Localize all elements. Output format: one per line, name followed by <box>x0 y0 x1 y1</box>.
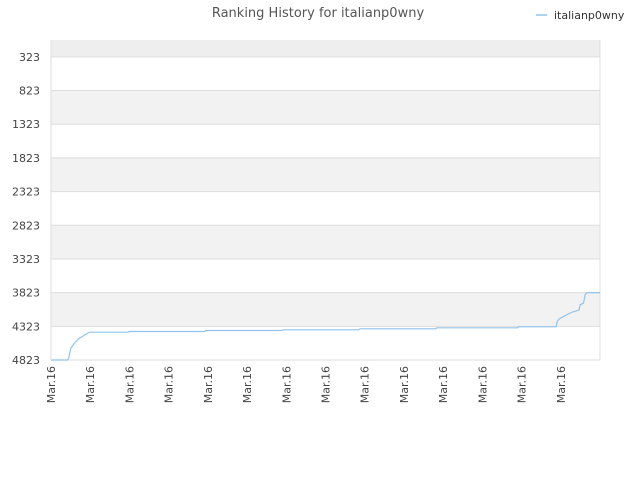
plot-band <box>51 124 600 158</box>
plot-band <box>51 90 600 125</box>
legend: italianp0wny <box>536 9 625 22</box>
y-axis: 323 823 1323 1823 2323 2823 3323 3823 4323 4823 <box>12 51 40 367</box>
y-tick-label: 4823 <box>12 354 40 367</box>
y-tick-label: 3323 <box>12 253 40 266</box>
plot-band <box>51 157 600 192</box>
plot-band <box>51 40 600 57</box>
plot-background <box>51 40 600 360</box>
x-tick-label: Mar.16 <box>516 366 529 403</box>
y-tick-label: 1823 <box>12 152 40 165</box>
series-line <box>51 292 601 361</box>
x-tick-label: Mar.16 <box>123 366 136 403</box>
x-tick-label: Mar.16 <box>202 366 215 403</box>
gridlines <box>51 40 601 361</box>
legend-label: italianp0wny <box>554 9 625 22</box>
plot-band <box>51 258 600 293</box>
y-tick-label: 823 <box>19 85 40 98</box>
chart-title: Ranking History for italianp0wny <box>212 6 425 21</box>
plot-band <box>51 191 600 226</box>
y-tick-label: 1323 <box>12 118 40 131</box>
plot-band <box>51 292 600 327</box>
plot-band <box>51 56 600 91</box>
x-tick-label: Mar.16 <box>555 366 568 403</box>
x-tick-label: Mar.16 <box>163 366 176 403</box>
x-tick-label: Mar.16 <box>398 366 411 403</box>
x-tick-label: Mar.16 <box>359 366 372 403</box>
x-tick-label: Mar.16 <box>45 366 58 403</box>
x-tick-label: Mar.16 <box>84 366 97 403</box>
x-tick-label: Mar.16 <box>241 366 254 403</box>
y-tick-label: 323 <box>19 51 40 64</box>
x-tick-label: Mar.16 <box>437 366 450 403</box>
y-tick-label: 4323 <box>12 320 40 333</box>
x-tick-label: Mar.16 <box>320 366 333 403</box>
y-tick-label: 2323 <box>12 186 40 199</box>
plot-band <box>51 225 600 259</box>
x-tick-label: Mar.16 <box>280 366 293 403</box>
y-tick-label: 3823 <box>12 287 40 300</box>
x-tick-label: Mar.16 <box>476 366 489 403</box>
y-tick-label: 2823 <box>12 219 40 232</box>
x-axis: Mar.16 Mar.16 Mar.16 Mar.16 Mar.16 Mar.16 Mar.… <box>45 366 568 403</box>
